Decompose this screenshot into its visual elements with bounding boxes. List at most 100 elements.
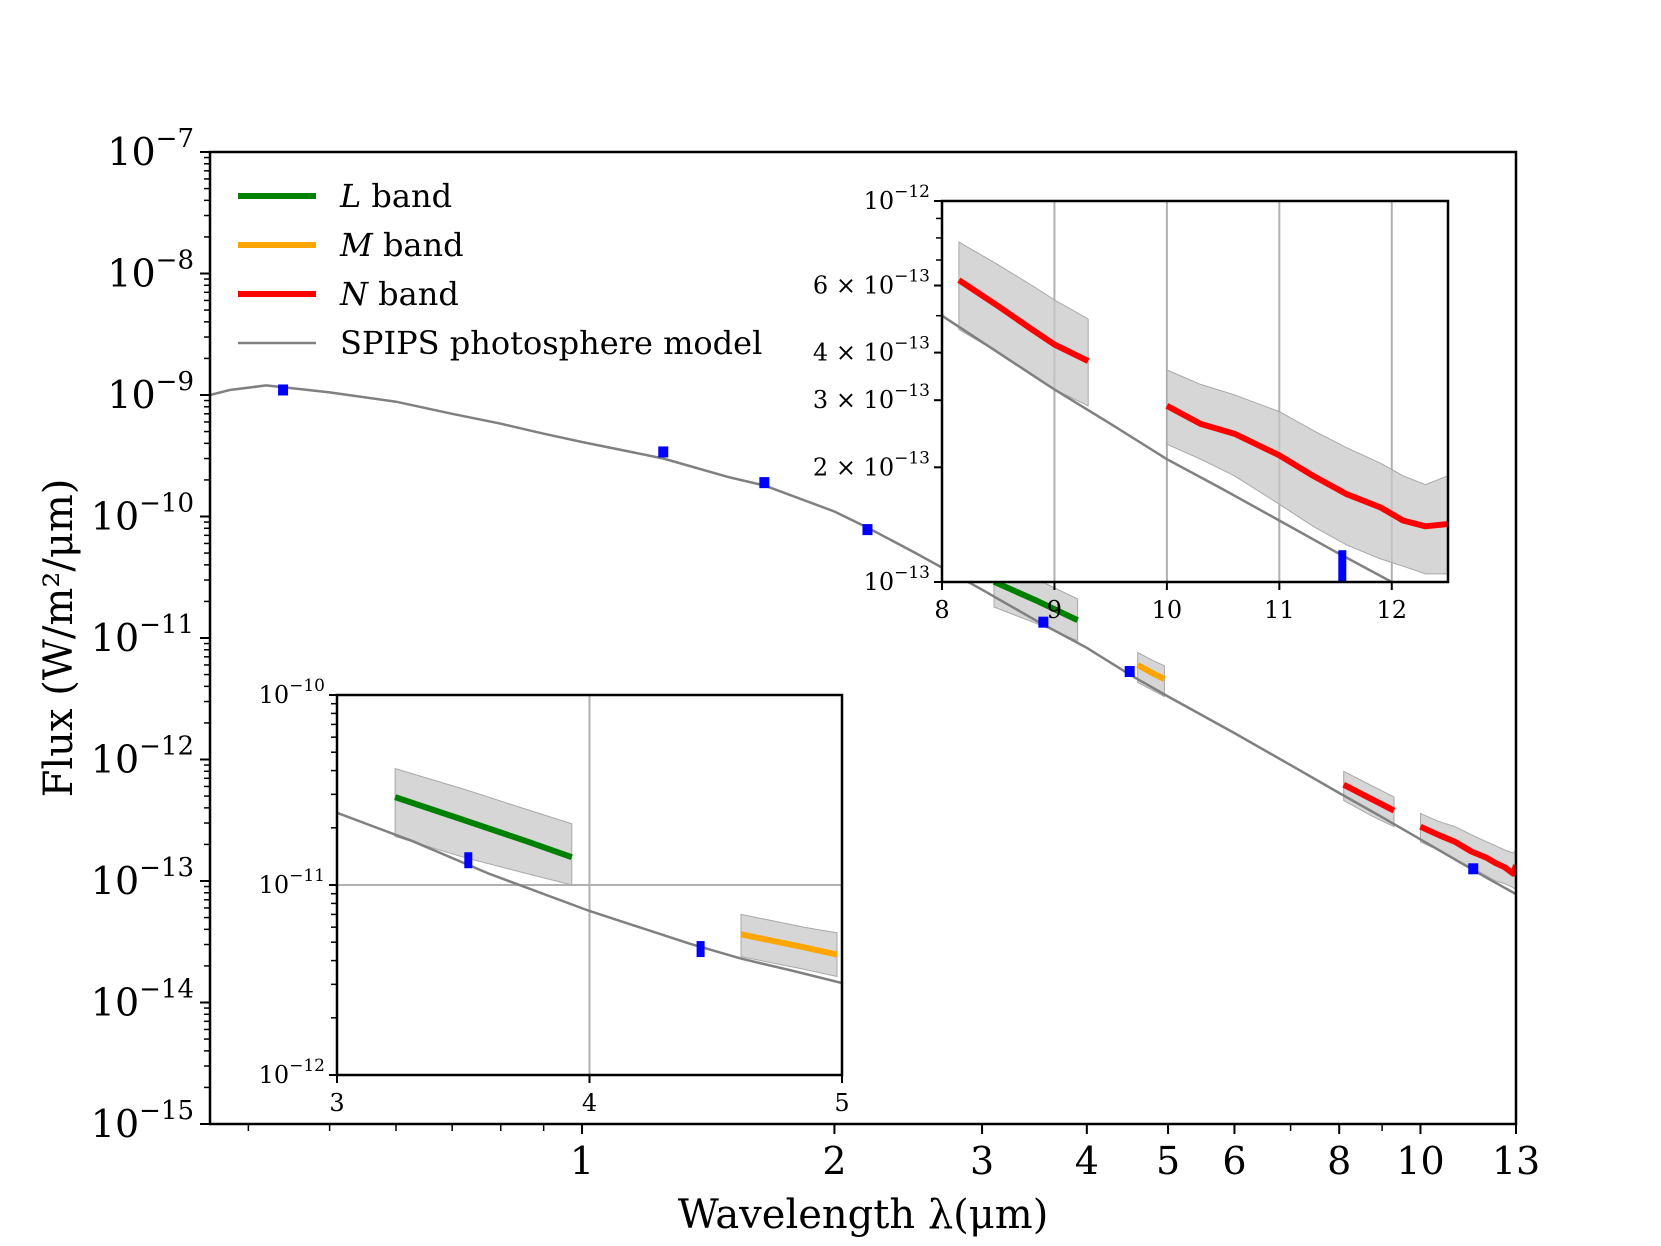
- legend-label: N band: [339, 275, 459, 313]
- y-tick-base: 10: [107, 373, 155, 417]
- legend-label-suffix: band: [368, 275, 459, 313]
- y-tick-base: 4 × 10: [813, 339, 894, 367]
- band-line-l: [394, 794, 573, 861]
- y-tick-label: 10−11: [259, 866, 325, 899]
- legend-label: SPIPS photosphere model: [340, 324, 762, 362]
- y-tick-exponent: −12: [139, 732, 194, 762]
- y-tick-base: 10: [259, 871, 290, 899]
- x-tick-label: 1: [570, 1139, 594, 1183]
- y-tick-exponent: −7: [156, 124, 194, 154]
- y-tick-exponent: −15: [139, 1096, 194, 1126]
- y-tick-base: 10: [91, 616, 139, 660]
- band-line-n: [957, 277, 1090, 364]
- legend-label-main: N: [339, 275, 369, 313]
- x-tick-label: 9: [1047, 596, 1062, 624]
- y-tick-base: 10: [91, 495, 139, 539]
- photometry-point: [759, 477, 770, 489]
- band-line-m: [740, 931, 838, 958]
- y-tick-label: 10−10: [259, 676, 325, 709]
- x-tick-label: 4: [582, 1089, 597, 1117]
- photometry-point: [1468, 863, 1479, 875]
- x-tick-label: 8: [1327, 1139, 1351, 1183]
- y-tick-exponent: −12: [894, 182, 930, 202]
- photometry-point: [862, 524, 873, 536]
- y-tick-label: 10−8: [107, 246, 194, 296]
- x-tick-label: 13: [1492, 1139, 1540, 1183]
- y-tick-label: 10−10: [91, 489, 194, 539]
- y-tick-exponent: −13: [894, 448, 930, 468]
- y-tick-base: 10: [91, 859, 139, 903]
- legend-label-suffix: band: [373, 226, 464, 264]
- plot-area: [942, 201, 1448, 582]
- photometry-point: [1338, 550, 1347, 582]
- y-tick-label: 10−9: [107, 367, 194, 417]
- y-tick-exponent: −9: [156, 367, 194, 397]
- model-curve: [337, 811, 842, 985]
- y-tick-base: 10: [107, 252, 155, 296]
- band-line-m: [1136, 662, 1166, 682]
- main-chart: 1 2 3 4 5 6 8 10 1310−710−810−910−1010−1110−1210…: [36, 124, 1540, 1238]
- axes-frame: [940, 199, 1450, 584]
- y-tick-label: 10−13: [91, 853, 194, 903]
- photometry-point: [278, 384, 289, 396]
- photometry-point: [1038, 616, 1049, 628]
- y-tick-label: 10−14: [91, 975, 194, 1025]
- y-tick-exponent: −10: [139, 489, 194, 519]
- x-tick-label: 8: [934, 596, 949, 624]
- y-tick-exponent: −11: [289, 866, 325, 886]
- y-tick-base: 10: [864, 187, 895, 215]
- y-tick-base: 10: [91, 981, 139, 1025]
- photometry-point: [696, 941, 705, 958]
- y-tick-base: 10: [91, 1102, 139, 1146]
- y-tick-label: 10−11: [91, 610, 194, 660]
- legend-label-main: L: [339, 177, 361, 215]
- model-curve: [942, 314, 1395, 582]
- y-tick-exponent: −13: [894, 381, 930, 401]
- x-tick-label: 3: [970, 1139, 994, 1183]
- legend-label-main: M: [339, 226, 374, 264]
- x-tick-label: 5: [834, 1089, 849, 1117]
- y-tick-label: 10−12: [864, 182, 930, 215]
- plot-area: [337, 695, 842, 1075]
- photometry-point: [658, 446, 669, 458]
- x-tick-label: 3: [329, 1089, 344, 1117]
- x-axis-label: Wavelength λ(μm): [678, 1192, 1049, 1238]
- y-tick-label: 10−12: [259, 1056, 325, 1089]
- y-tick-exponent: −8: [156, 246, 194, 276]
- y-tick-exponent: −13: [894, 563, 930, 583]
- y-tick-exponent: −11: [139, 610, 194, 640]
- y-tick-base: 3 × 10: [813, 386, 894, 414]
- legend-label: M band: [339, 226, 464, 264]
- band-line-n: [1342, 782, 1396, 814]
- x-tick-label: 12: [1377, 596, 1408, 624]
- x-tick-label: 2: [822, 1139, 846, 1183]
- x-tick-label: 11: [1264, 596, 1295, 624]
- y-tick-base: 2 × 10: [813, 453, 894, 481]
- y-tick-base: 10: [91, 738, 139, 782]
- y-tick-label: 4 × 10−13: [813, 334, 930, 367]
- x-tick-label: 6: [1222, 1139, 1246, 1183]
- y-tick-exponent: −12: [289, 1056, 325, 1076]
- legend-label: L band: [339, 177, 452, 215]
- y-tick-label: 10−12: [91, 732, 194, 782]
- y-axis-label: Flux (W/m²/μm): [36, 479, 82, 798]
- y-tick-base: 10: [259, 1061, 290, 1089]
- y-tick-label: 10−13: [864, 563, 930, 596]
- y-tick-label: 6 × 10−13: [813, 267, 930, 300]
- y-tick-exponent: −13: [894, 334, 930, 354]
- plot-area: [210, 384, 1516, 896]
- y-tick-exponent: −14: [139, 975, 194, 1005]
- y-tick-label: 2 × 10−13: [813, 448, 930, 481]
- x-tick-label: 10: [1396, 1139, 1444, 1183]
- y-tick-exponent: −10: [289, 676, 325, 696]
- x-tick-label: 5: [1156, 1139, 1180, 1183]
- y-tick-base: 10: [864, 568, 895, 596]
- band-line-l: [992, 579, 1079, 623]
- y-tick-exponent: −13: [894, 267, 930, 287]
- y-tick-base: 6 × 10: [813, 272, 894, 300]
- band-line-n: [1419, 823, 1516, 877]
- y-tick-label: 10−7: [107, 124, 194, 174]
